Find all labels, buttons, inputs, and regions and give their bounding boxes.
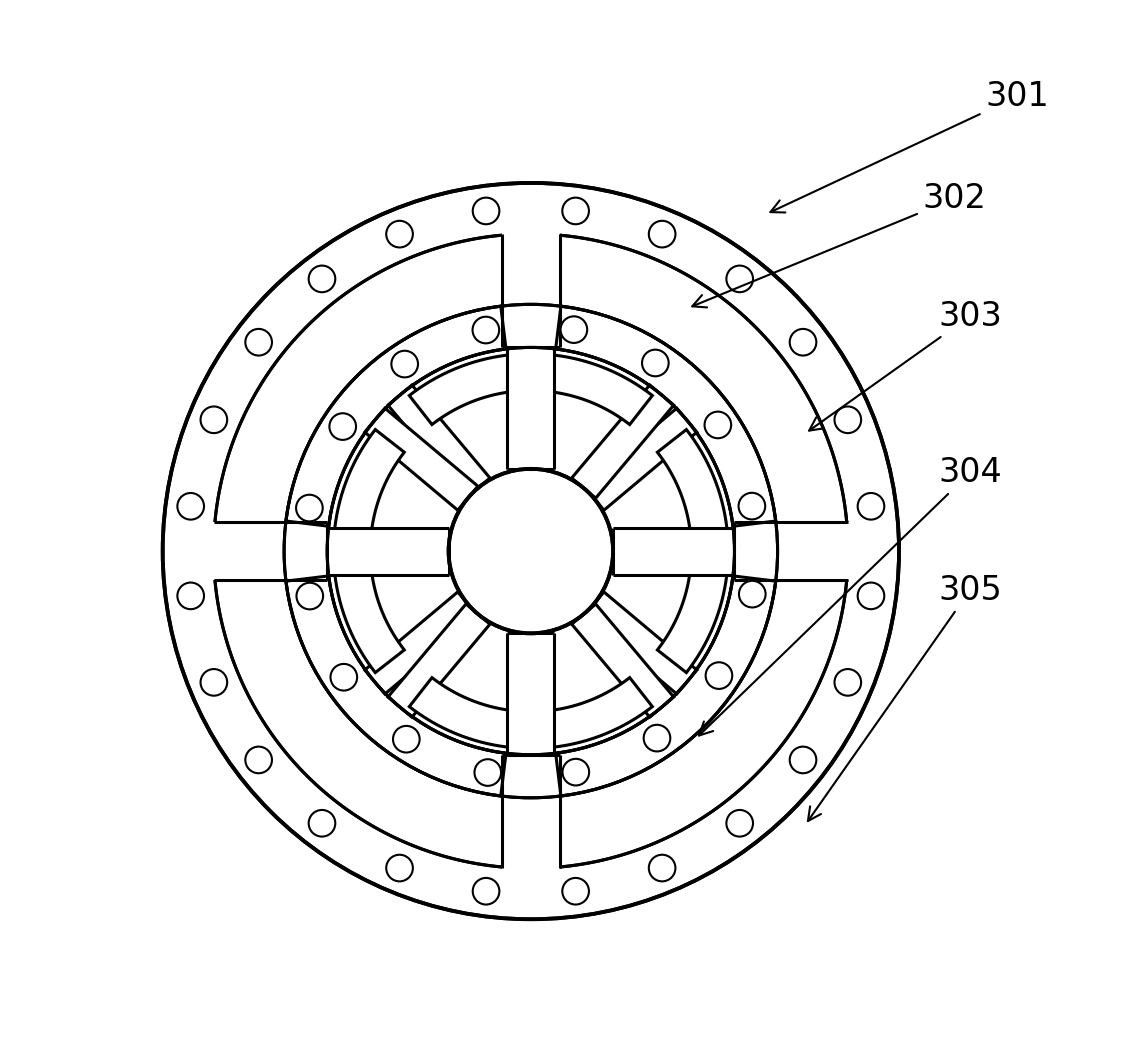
Circle shape xyxy=(739,580,766,607)
Polygon shape xyxy=(658,429,728,673)
Polygon shape xyxy=(502,755,560,868)
Polygon shape xyxy=(213,522,327,580)
Polygon shape xyxy=(555,306,775,526)
Circle shape xyxy=(642,350,669,376)
Circle shape xyxy=(296,494,323,521)
Polygon shape xyxy=(286,576,506,796)
Polygon shape xyxy=(613,527,734,575)
Polygon shape xyxy=(388,604,490,718)
Circle shape xyxy=(178,493,204,520)
Polygon shape xyxy=(502,234,560,348)
Circle shape xyxy=(857,583,885,609)
Circle shape xyxy=(201,406,227,433)
Text: 302: 302 xyxy=(692,182,986,307)
Polygon shape xyxy=(571,385,674,499)
Text: 303: 303 xyxy=(809,300,1002,431)
Circle shape xyxy=(473,317,499,343)
Circle shape xyxy=(644,725,670,752)
Circle shape xyxy=(448,469,613,634)
Circle shape xyxy=(706,662,732,689)
Circle shape xyxy=(726,266,754,292)
Polygon shape xyxy=(507,634,554,755)
Text: 304: 304 xyxy=(699,456,1002,736)
Circle shape xyxy=(474,759,502,786)
Circle shape xyxy=(386,855,413,881)
Polygon shape xyxy=(286,306,506,526)
Circle shape xyxy=(705,411,731,438)
Circle shape xyxy=(790,328,816,355)
Circle shape xyxy=(790,746,816,773)
Polygon shape xyxy=(555,576,775,796)
Polygon shape xyxy=(409,354,652,424)
Circle shape xyxy=(834,669,861,695)
Polygon shape xyxy=(571,604,674,718)
Circle shape xyxy=(331,664,357,691)
Circle shape xyxy=(562,878,589,905)
Polygon shape xyxy=(584,408,697,510)
Circle shape xyxy=(245,746,272,773)
Polygon shape xyxy=(409,677,652,748)
Circle shape xyxy=(857,493,885,520)
Polygon shape xyxy=(734,522,848,580)
Circle shape xyxy=(329,414,356,440)
Circle shape xyxy=(473,878,499,905)
Circle shape xyxy=(739,493,765,520)
Circle shape xyxy=(201,669,227,695)
Polygon shape xyxy=(388,385,490,499)
Circle shape xyxy=(178,583,204,609)
Circle shape xyxy=(473,198,499,224)
Circle shape xyxy=(391,351,418,377)
Circle shape xyxy=(562,759,589,786)
Text: 305: 305 xyxy=(808,574,1002,821)
Text: 301: 301 xyxy=(771,81,1049,213)
Polygon shape xyxy=(334,429,405,673)
Circle shape xyxy=(393,726,420,753)
Circle shape xyxy=(296,583,323,609)
Circle shape xyxy=(245,328,272,355)
Polygon shape xyxy=(365,408,478,510)
Polygon shape xyxy=(507,348,554,469)
Circle shape xyxy=(309,810,335,837)
Circle shape xyxy=(386,221,413,248)
Polygon shape xyxy=(584,592,697,694)
Circle shape xyxy=(561,317,587,343)
Circle shape xyxy=(309,266,335,292)
Circle shape xyxy=(649,855,675,881)
Circle shape xyxy=(562,198,589,224)
Circle shape xyxy=(834,406,861,433)
Circle shape xyxy=(726,810,754,837)
Circle shape xyxy=(649,221,675,248)
Circle shape xyxy=(158,179,903,923)
Polygon shape xyxy=(365,592,478,694)
Polygon shape xyxy=(327,527,448,575)
